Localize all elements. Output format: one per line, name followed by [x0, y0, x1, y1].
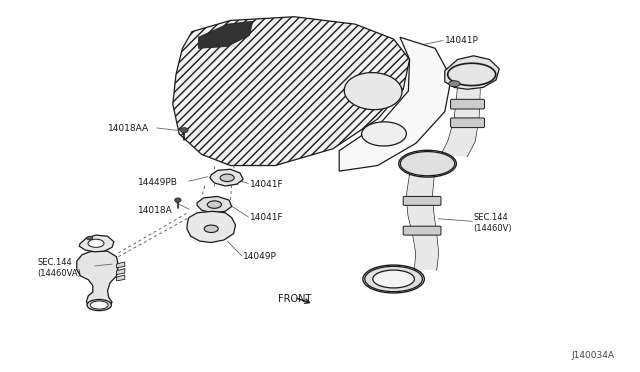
Text: FRONT: FRONT	[278, 295, 312, 304]
Ellipse shape	[88, 239, 104, 247]
Text: SEC.144
(14460V): SEC.144 (14460V)	[474, 214, 512, 233]
Text: 14041F: 14041F	[250, 180, 284, 189]
Ellipse shape	[401, 151, 455, 176]
Polygon shape	[445, 56, 499, 89]
Text: 14018AA: 14018AA	[108, 124, 148, 133]
Text: SEC.144
(14460VA): SEC.144 (14460VA)	[37, 258, 81, 278]
Text: 14018A: 14018A	[138, 206, 172, 215]
Ellipse shape	[372, 270, 415, 288]
Text: 14041F: 14041F	[250, 213, 284, 222]
Text: 14449PB: 14449PB	[138, 178, 177, 187]
FancyBboxPatch shape	[403, 226, 441, 235]
Text: 14049P: 14049P	[243, 252, 277, 261]
Ellipse shape	[449, 81, 460, 87]
Ellipse shape	[207, 201, 221, 208]
FancyBboxPatch shape	[451, 118, 484, 128]
FancyBboxPatch shape	[451, 99, 484, 109]
Polygon shape	[116, 262, 125, 268]
Ellipse shape	[204, 225, 218, 232]
Ellipse shape	[180, 128, 188, 133]
Ellipse shape	[220, 174, 234, 182]
Ellipse shape	[365, 266, 422, 292]
Polygon shape	[77, 251, 118, 310]
Ellipse shape	[344, 73, 402, 110]
Polygon shape	[210, 169, 243, 186]
Polygon shape	[173, 17, 410, 166]
Polygon shape	[116, 269, 125, 275]
Ellipse shape	[87, 299, 111, 311]
Text: J140034A: J140034A	[572, 351, 614, 360]
Text: 14041P: 14041P	[445, 36, 479, 45]
Ellipse shape	[90, 301, 108, 309]
Polygon shape	[339, 37, 451, 171]
Ellipse shape	[175, 198, 181, 202]
Polygon shape	[116, 275, 125, 281]
Polygon shape	[187, 211, 236, 243]
Polygon shape	[79, 235, 114, 252]
Ellipse shape	[362, 122, 406, 146]
Polygon shape	[440, 89, 480, 156]
Polygon shape	[406, 176, 438, 270]
Polygon shape	[198, 21, 253, 48]
Ellipse shape	[86, 237, 93, 240]
Polygon shape	[197, 196, 232, 213]
FancyBboxPatch shape	[403, 196, 441, 205]
